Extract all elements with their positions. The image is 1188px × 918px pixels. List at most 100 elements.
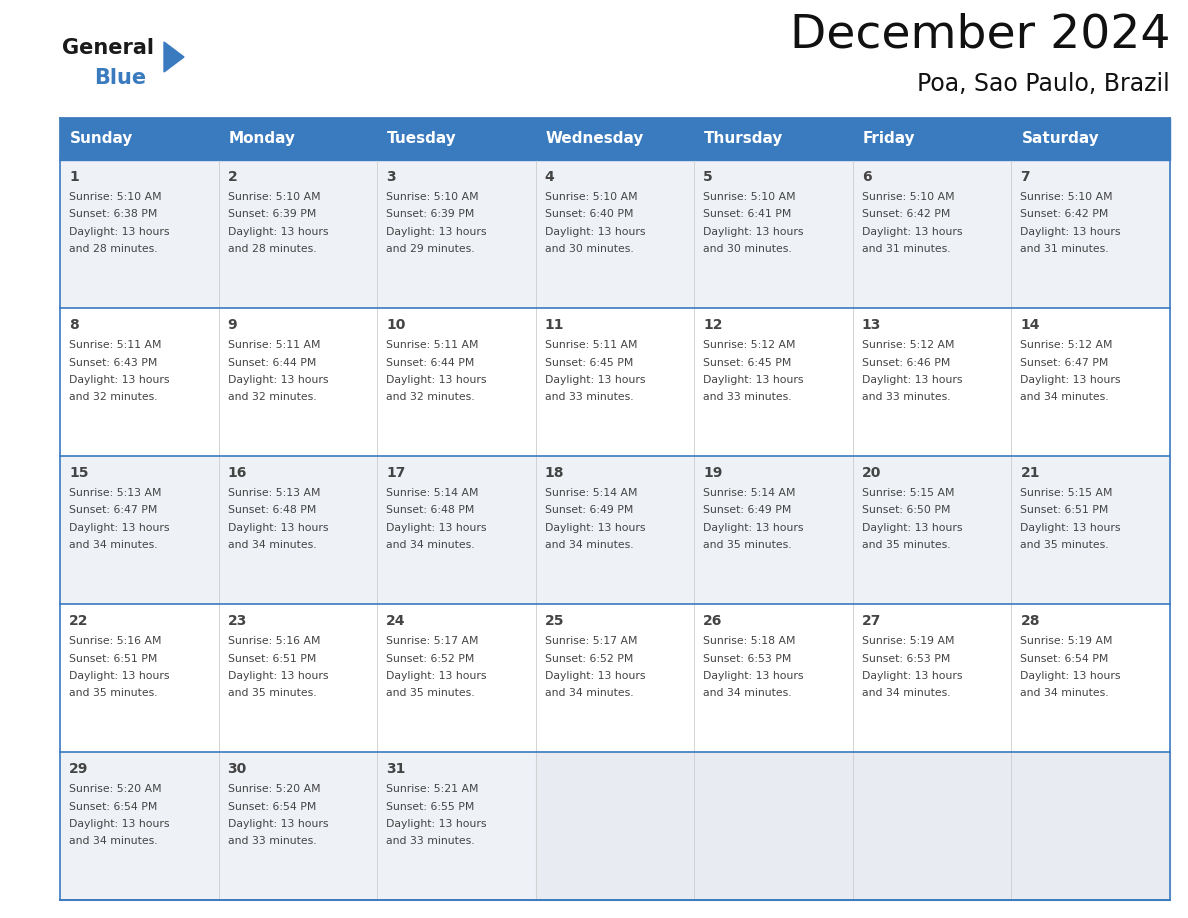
Text: Sunrise: 5:20 AM: Sunrise: 5:20 AM <box>69 784 162 794</box>
Text: and 30 minutes.: and 30 minutes. <box>703 244 792 254</box>
Text: Sunrise: 5:15 AM: Sunrise: 5:15 AM <box>1020 488 1113 498</box>
Bar <box>694 118 853 160</box>
Text: 21: 21 <box>1020 466 1040 480</box>
Text: and 34 minutes.: and 34 minutes. <box>69 541 158 551</box>
Text: Daylight: 13 hours: Daylight: 13 hours <box>1020 375 1121 385</box>
Text: and 32 minutes.: and 32 minutes. <box>386 393 475 402</box>
Text: Sunrise: 5:12 AM: Sunrise: 5:12 AM <box>861 340 954 350</box>
Text: Sunset: 6:44 PM: Sunset: 6:44 PM <box>228 357 316 367</box>
Text: 26: 26 <box>703 614 722 628</box>
Text: Daylight: 13 hours: Daylight: 13 hours <box>703 523 804 533</box>
Text: Thursday: Thursday <box>704 131 784 147</box>
Text: and 34 minutes.: and 34 minutes. <box>545 541 633 551</box>
Text: Daylight: 13 hours: Daylight: 13 hours <box>861 227 962 237</box>
Text: General: General <box>62 38 154 58</box>
Text: Sunset: 6:39 PM: Sunset: 6:39 PM <box>228 209 316 219</box>
Text: 30: 30 <box>228 762 247 776</box>
Text: Sunrise: 5:14 AM: Sunrise: 5:14 AM <box>545 488 637 498</box>
Text: 28: 28 <box>1020 614 1040 628</box>
Text: and 33 minutes.: and 33 minutes. <box>228 836 316 846</box>
Text: Daylight: 13 hours: Daylight: 13 hours <box>386 523 487 533</box>
Text: Sunset: 6:51 PM: Sunset: 6:51 PM <box>69 654 157 664</box>
Text: Sunrise: 5:15 AM: Sunrise: 5:15 AM <box>861 488 954 498</box>
Text: 5: 5 <box>703 170 713 184</box>
Text: 15: 15 <box>69 466 88 480</box>
Text: and 30 minutes.: and 30 minutes. <box>545 244 633 254</box>
Text: Sunset: 6:41 PM: Sunset: 6:41 PM <box>703 209 791 219</box>
Text: Tuesday: Tuesday <box>387 131 457 147</box>
Text: 7: 7 <box>1020 170 1030 184</box>
Text: Daylight: 13 hours: Daylight: 13 hours <box>69 523 170 533</box>
Text: 23: 23 <box>228 614 247 628</box>
Text: and 33 minutes.: and 33 minutes. <box>386 836 475 846</box>
Text: and 33 minutes.: and 33 minutes. <box>861 393 950 402</box>
Text: Sunrise: 5:21 AM: Sunrise: 5:21 AM <box>386 784 479 794</box>
Text: Sunset: 6:50 PM: Sunset: 6:50 PM <box>861 506 950 516</box>
Text: Sunset: 6:54 PM: Sunset: 6:54 PM <box>1020 654 1108 664</box>
Text: Sunrise: 5:10 AM: Sunrise: 5:10 AM <box>228 192 321 202</box>
Text: Sunrise: 5:16 AM: Sunrise: 5:16 AM <box>228 636 320 646</box>
Text: Daylight: 13 hours: Daylight: 13 hours <box>386 819 487 829</box>
Text: Sunrise: 5:14 AM: Sunrise: 5:14 AM <box>703 488 796 498</box>
Text: Daylight: 13 hours: Daylight: 13 hours <box>228 819 328 829</box>
Text: Sunset: 6:49 PM: Sunset: 6:49 PM <box>703 506 791 516</box>
Text: and 34 minutes.: and 34 minutes. <box>1020 688 1110 699</box>
Text: Sunrise: 5:10 AM: Sunrise: 5:10 AM <box>703 192 796 202</box>
Text: Sunrise: 5:11 AM: Sunrise: 5:11 AM <box>386 340 479 350</box>
Text: Sunday: Sunday <box>70 131 133 147</box>
Text: and 35 minutes.: and 35 minutes. <box>861 541 950 551</box>
Bar <box>61 308 1170 456</box>
Text: Daylight: 13 hours: Daylight: 13 hours <box>69 819 170 829</box>
Text: 2: 2 <box>228 170 238 184</box>
Text: Sunrise: 5:12 AM: Sunrise: 5:12 AM <box>703 340 796 350</box>
Text: 10: 10 <box>386 318 405 332</box>
Text: Daylight: 13 hours: Daylight: 13 hours <box>228 375 328 385</box>
Text: Sunrise: 5:13 AM: Sunrise: 5:13 AM <box>228 488 320 498</box>
Polygon shape <box>164 42 184 72</box>
Text: 1: 1 <box>69 170 78 184</box>
Text: Daylight: 13 hours: Daylight: 13 hours <box>69 227 170 237</box>
Text: Sunset: 6:47 PM: Sunset: 6:47 PM <box>1020 357 1108 367</box>
Bar <box>219 118 377 160</box>
Text: Daylight: 13 hours: Daylight: 13 hours <box>386 671 487 681</box>
Text: and 35 minutes.: and 35 minutes. <box>1020 541 1110 551</box>
Text: Poa, Sao Paulo, Brazil: Poa, Sao Paulo, Brazil <box>917 72 1170 96</box>
Text: Sunset: 6:54 PM: Sunset: 6:54 PM <box>228 801 316 812</box>
Bar <box>853 752 1011 900</box>
Text: and 32 minutes.: and 32 minutes. <box>69 393 158 402</box>
Text: and 31 minutes.: and 31 minutes. <box>861 244 950 254</box>
Text: 8: 8 <box>69 318 78 332</box>
Text: and 33 minutes.: and 33 minutes. <box>703 393 792 402</box>
Text: Daylight: 13 hours: Daylight: 13 hours <box>69 375 170 385</box>
Text: Sunrise: 5:11 AM: Sunrise: 5:11 AM <box>545 340 637 350</box>
Text: Sunset: 6:51 PM: Sunset: 6:51 PM <box>1020 506 1108 516</box>
Text: and 34 minutes.: and 34 minutes. <box>386 541 475 551</box>
Text: 25: 25 <box>545 614 564 628</box>
Text: Sunrise: 5:10 AM: Sunrise: 5:10 AM <box>1020 192 1113 202</box>
Text: Daylight: 13 hours: Daylight: 13 hours <box>228 227 328 237</box>
Text: Daylight: 13 hours: Daylight: 13 hours <box>703 671 804 681</box>
Text: Sunrise: 5:11 AM: Sunrise: 5:11 AM <box>69 340 162 350</box>
Text: and 34 minutes.: and 34 minutes. <box>69 836 158 846</box>
Text: Daylight: 13 hours: Daylight: 13 hours <box>703 375 804 385</box>
Text: 3: 3 <box>386 170 396 184</box>
Bar <box>1011 118 1170 160</box>
Text: and 28 minutes.: and 28 minutes. <box>69 244 158 254</box>
Text: Daylight: 13 hours: Daylight: 13 hours <box>861 671 962 681</box>
Bar <box>61 160 1170 308</box>
Text: Daylight: 13 hours: Daylight: 13 hours <box>703 227 804 237</box>
Text: Daylight: 13 hours: Daylight: 13 hours <box>545 227 645 237</box>
Text: 24: 24 <box>386 614 405 628</box>
Text: Sunset: 6:55 PM: Sunset: 6:55 PM <box>386 801 474 812</box>
Text: Sunset: 6:39 PM: Sunset: 6:39 PM <box>386 209 474 219</box>
Text: 27: 27 <box>861 614 881 628</box>
Text: Sunset: 6:49 PM: Sunset: 6:49 PM <box>545 506 633 516</box>
Text: Sunrise: 5:19 AM: Sunrise: 5:19 AM <box>1020 636 1113 646</box>
Bar <box>694 752 853 900</box>
Text: Daylight: 13 hours: Daylight: 13 hours <box>386 227 487 237</box>
Text: Daylight: 13 hours: Daylight: 13 hours <box>228 523 328 533</box>
Text: 12: 12 <box>703 318 722 332</box>
Text: 14: 14 <box>1020 318 1040 332</box>
Text: Daylight: 13 hours: Daylight: 13 hours <box>861 375 962 385</box>
Text: Sunrise: 5:19 AM: Sunrise: 5:19 AM <box>861 636 954 646</box>
